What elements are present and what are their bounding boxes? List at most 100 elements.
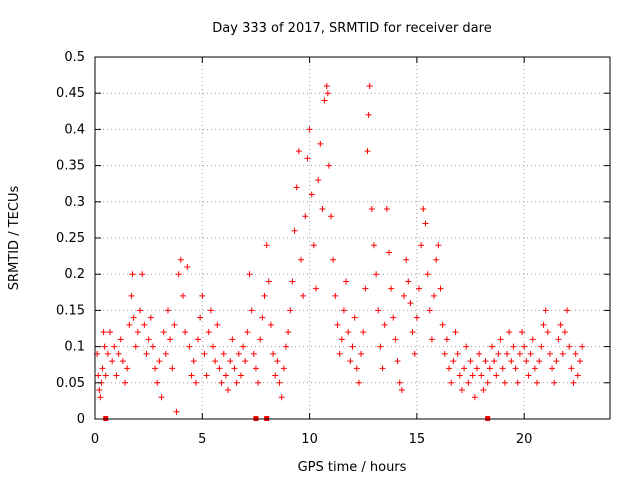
data-point — [493, 372, 500, 379]
x-tick-label: 0 — [91, 432, 99, 447]
data-point — [390, 314, 397, 321]
data-point — [579, 343, 586, 350]
data-point — [310, 242, 317, 249]
data-point — [229, 336, 236, 343]
grid — [95, 57, 610, 419]
data-point — [184, 263, 191, 270]
data-point — [156, 358, 163, 365]
data-point — [308, 191, 315, 198]
data-point — [117, 336, 124, 343]
data-point — [388, 285, 395, 292]
data-point — [289, 278, 296, 285]
data-point — [488, 343, 495, 350]
y-tick-label: 0.35 — [56, 159, 85, 174]
data-point — [542, 307, 549, 314]
y-tick-label: 0.5 — [64, 50, 85, 65]
data-point — [538, 343, 545, 350]
y-tick-label: 0.45 — [56, 86, 85, 101]
data-point — [572, 350, 579, 357]
data-point — [418, 242, 425, 249]
data-point — [484, 379, 491, 386]
data-point — [446, 365, 453, 372]
data-point — [486, 365, 493, 372]
data-point — [324, 90, 331, 97]
data-point — [491, 358, 498, 365]
data-point — [111, 343, 118, 350]
data-point — [521, 343, 528, 350]
data-point — [231, 365, 238, 372]
data-point — [405, 278, 412, 285]
data-point — [313, 285, 320, 292]
data-point — [379, 365, 386, 372]
data-point — [137, 307, 144, 314]
data-point — [364, 148, 371, 155]
data-point — [461, 365, 468, 372]
data-point — [551, 379, 558, 386]
data-point — [409, 329, 416, 336]
data-point — [328, 213, 335, 220]
data-point — [186, 343, 193, 350]
data-point — [392, 336, 399, 343]
data-point — [476, 350, 483, 357]
data-point — [531, 365, 538, 372]
data-point — [250, 350, 257, 357]
data-point — [504, 350, 510, 357]
data-point — [218, 379, 225, 386]
data-point — [473, 365, 480, 372]
data-point — [216, 365, 223, 372]
data-point — [139, 271, 146, 278]
data-point — [179, 292, 186, 299]
data-point — [512, 365, 519, 372]
data-point — [529, 336, 536, 343]
data-point — [317, 140, 324, 147]
data-point — [319, 206, 326, 213]
data-point — [235, 350, 242, 357]
data-point — [128, 292, 135, 299]
data-point — [201, 350, 208, 357]
data-point — [508, 358, 515, 365]
data-point — [124, 365, 131, 372]
data-point — [407, 300, 414, 307]
data-point — [355, 379, 362, 386]
data-point — [149, 343, 156, 350]
data-point — [205, 329, 212, 336]
data-point — [152, 365, 159, 372]
data-point — [557, 321, 564, 328]
data-point — [173, 408, 180, 415]
data-point — [104, 350, 111, 357]
data-point — [263, 242, 270, 249]
data-point — [564, 307, 571, 314]
data-point — [570, 379, 577, 386]
data-point — [433, 256, 440, 263]
data-point — [237, 372, 244, 379]
data-point — [225, 387, 232, 394]
data-point — [306, 126, 313, 133]
data-point — [396, 379, 403, 386]
y-tick-label: 0.15 — [56, 303, 85, 318]
data-point — [334, 321, 341, 328]
data-point — [426, 307, 433, 314]
y-tick-labels: 0 0.05 0.1 0.15 0.2 0.25 0.3 0.35 0.4 0.45 0.5 — [56, 50, 85, 427]
data-point — [343, 278, 350, 285]
data-point — [450, 358, 457, 365]
data-point — [478, 372, 485, 379]
data-points — [94, 82, 586, 415]
data-point — [373, 271, 380, 278]
x-tick-labels: 0 5 10 15 20 — [91, 432, 533, 447]
data-point — [362, 285, 369, 292]
data-point — [244, 329, 251, 336]
data-point — [248, 307, 255, 314]
data-point — [113, 372, 120, 379]
x-tick-label: 15 — [409, 432, 426, 447]
data-point — [261, 292, 268, 299]
data-point — [240, 343, 247, 350]
x-tick-label: 5 — [198, 432, 206, 447]
data-point — [368, 206, 375, 213]
y-tick-label: 0.05 — [56, 376, 85, 391]
data-point — [304, 155, 311, 162]
data-point — [574, 372, 581, 379]
data-point — [394, 358, 401, 365]
data-point — [276, 379, 283, 386]
data-point — [220, 350, 227, 357]
